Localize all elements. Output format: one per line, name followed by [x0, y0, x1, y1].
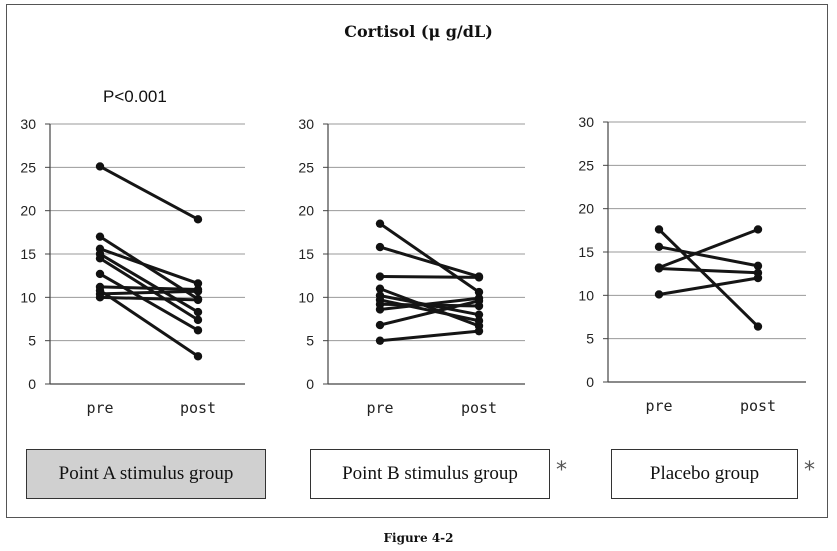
- figure-caption: Figure 4-2: [383, 531, 454, 545]
- y-tick-label: 30: [298, 116, 314, 132]
- data-point-post-placebo-subject-3: [753, 225, 763, 234]
- series-line-point-b-subject-1: [378, 222, 481, 294]
- data-point-pre-point-b-subject-10: [375, 336, 385, 345]
- series-line-placebo-subject-3: [657, 227, 760, 270]
- data-point-pre-point-b-subject-9: [375, 320, 385, 330]
- data-point-post-point-b-subject-3: [474, 273, 484, 282]
- series-line-point-a-subject-3: [98, 247, 200, 285]
- series-line-point-a-subject-8: [98, 288, 200, 358]
- series-line-point-b-subject-9: [378, 299, 481, 327]
- x-tick-label-post: post: [461, 399, 497, 417]
- y-tick-label: 10: [20, 289, 36, 305]
- significance-star-point-b: *: [556, 458, 567, 483]
- data-point-pre-point-b-subject-8: [375, 305, 385, 314]
- y-tick-label: 30: [578, 114, 594, 130]
- data-point-post-point-a-subject-6: [193, 326, 203, 335]
- data-point-pre-point-a-subject-2: [95, 232, 105, 241]
- data-point-pre-point-a-subject-6: [95, 269, 105, 279]
- series-line-point-a-subject-4: [98, 252, 200, 314]
- data-point-post-point-b-subject-5: [474, 310, 484, 319]
- p-value-label: P<0.001: [103, 87, 167, 106]
- y-tick-label: 0: [586, 374, 594, 390]
- data-point-pre-point-b-subject-2: [375, 242, 385, 252]
- group-label-point-b: Point B stimulus group: [310, 449, 550, 499]
- data-point-post-point-a-subject-3: [193, 279, 203, 288]
- chart-title: Cortisol (μ g/dL): [344, 22, 493, 41]
- y-tick-label: 25: [298, 159, 314, 175]
- series-line-point-a-subject-9: [98, 289, 200, 296]
- data-point-pre-point-b-subject-4: [375, 284, 385, 293]
- series-line-point-b-subject-10: [378, 329, 481, 343]
- y-tick-label: 20: [298, 203, 314, 219]
- data-point-pre-point-a-subject-1: [95, 162, 105, 171]
- series-line-placebo-subject-1: [657, 227, 760, 329]
- data-point-post-placebo-subject-1: [753, 322, 763, 331]
- y-tick-label: 15: [298, 246, 314, 262]
- x-tick-label-post: post: [740, 397, 776, 415]
- series-line-point-a-subject-6: [98, 272, 200, 332]
- data-point-post-point-b-subject-9: [474, 296, 484, 305]
- x-tick-label-post: post: [180, 399, 216, 417]
- data-point-post-point-a-subject-1: [193, 215, 203, 224]
- x-tick-label-pre: pre: [366, 399, 393, 417]
- data-point-pre-point-b-subject-1: [375, 219, 385, 228]
- data-point-post-point-a-subject-4: [193, 307, 203, 317]
- y-tick-label: 25: [578, 157, 594, 173]
- group-label-point-a: Point A stimulus group: [26, 449, 266, 499]
- data-point-post-point-a-subject-8: [193, 352, 203, 361]
- y-tick-label: 5: [586, 331, 594, 347]
- data-point-pre-placebo-subject-2: [654, 242, 664, 251]
- y-tick-label: 0: [28, 376, 36, 392]
- data-point-post-point-a-subject-5: [193, 315, 203, 325]
- series-line-point-b-subject-2: [378, 245, 481, 279]
- data-point-pre-point-a-subject-10: [95, 293, 105, 302]
- series-line-point-a-subject-7: [98, 285, 200, 292]
- series-line-point-a-subject-1: [98, 164, 200, 221]
- y-tick-label: 5: [28, 333, 36, 349]
- data-point-pre-point-b-subject-3: [375, 272, 385, 281]
- data-point-post-point-b-subject-1: [474, 287, 484, 297]
- data-point-pre-placebo-subject-1: [654, 225, 664, 234]
- data-point-post-placebo-subject-2: [753, 261, 763, 271]
- data-point-pre-placebo-subject-4: [654, 264, 664, 273]
- y-tick-label: 5: [306, 333, 314, 349]
- data-point-post-point-b-subject-10: [474, 326, 484, 336]
- data-point-pre-point-a-subject-5: [95, 254, 105, 263]
- data-point-post-point-b-subject-6: [474, 316, 484, 325]
- y-tick-label: 25: [20, 159, 36, 175]
- y-tick-label: 15: [578, 244, 594, 260]
- data-point-post-placebo-subject-5: [753, 273, 763, 283]
- y-tick-label: 0: [306, 376, 314, 392]
- x-tick-label-pre: pre: [86, 399, 113, 417]
- data-point-post-point-a-subject-10: [193, 295, 203, 305]
- y-tick-label: 20: [578, 201, 594, 217]
- series-line-placebo-subject-4: [657, 266, 760, 275]
- series-line-point-b-subject-4: [378, 287, 481, 328]
- data-point-post-point-a-subject-9: [193, 287, 203, 296]
- series-line-point-b-subject-3: [378, 275, 481, 279]
- significance-star-placebo: *: [804, 458, 815, 483]
- series-line-placebo-subject-5: [657, 276, 760, 296]
- y-tick-label: 10: [298, 289, 314, 305]
- series-line-point-b-subject-8: [378, 296, 481, 311]
- y-tick-label: 15: [20, 246, 36, 262]
- data-point-pre-placebo-subject-5: [654, 290, 664, 299]
- y-tick-label: 20: [20, 203, 36, 219]
- group-label-placebo: Placebo group: [611, 449, 798, 499]
- x-tick-label-pre: pre: [645, 397, 672, 415]
- y-tick-label: 10: [578, 287, 594, 303]
- series-line-placebo-subject-2: [657, 245, 760, 268]
- series-line-point-a-subject-10: [98, 295, 200, 302]
- y-tick-label: 30: [20, 116, 36, 132]
